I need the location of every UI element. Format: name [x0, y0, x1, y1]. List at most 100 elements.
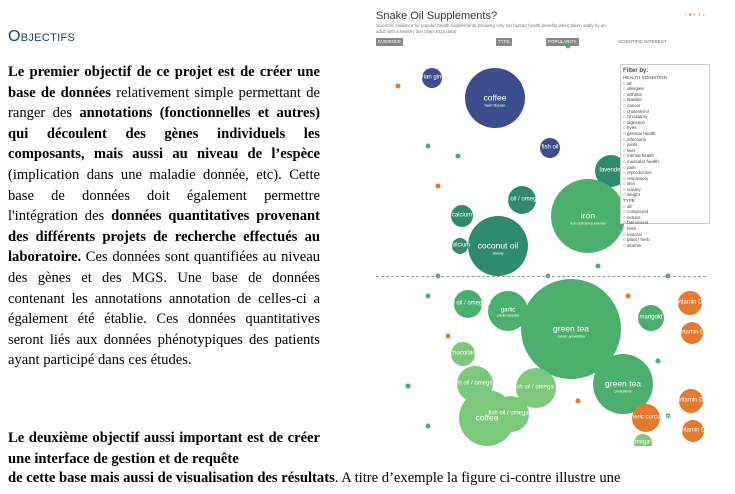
supplement-bubble[interactable] — [679, 389, 703, 413]
supplement-bubble[interactable] — [488, 291, 528, 331]
supplement-bubble[interactable] — [468, 216, 528, 276]
paragraph-2-continued: de cette base mais aussi de visualisatio… — [8, 468, 730, 489]
tab-popularity[interactable]: POPULARITY — [546, 38, 579, 46]
supplement-bubble[interactable] — [451, 205, 473, 227]
supplement-bubble[interactable] — [540, 138, 560, 158]
supplement-bubble-label: green tea — [553, 323, 589, 334]
minor-supplement-dot[interactable] — [625, 293, 631, 299]
supplement-bubble-label: calcium — [449, 242, 471, 249]
supplement-bubble-label: fish oil / omega 3 — [513, 384, 559, 391]
supplement-bubble[interactable] — [516, 368, 556, 408]
supplement-bubble-label: coffee — [475, 412, 499, 423]
filter-option[interactable]: ○ general health — [623, 130, 656, 136]
filter-panel[interactable]: Filter by: HEALTH CONDITION ○ all ○ allergi… — [620, 64, 710, 248]
supplement-bubble-label: fish oil / omega 3 — [445, 300, 491, 307]
supplement-bubble[interactable] — [595, 155, 627, 187]
supplement-bubble-sublabel: iron deficiency anemia — [570, 221, 606, 226]
supplement-bubble-label: green tea — [605, 378, 641, 389]
filter-option[interactable]: ○ vitamin — [623, 242, 642, 248]
tab-type[interactable]: TYPE — [496, 38, 512, 46]
supplement-bubble-label: Siberian ginseng — [409, 74, 455, 81]
filter-option[interactable]: ○ weight — [623, 192, 640, 198]
filter-option[interactable]: ○ digestion — [623, 119, 645, 125]
minor-supplement-dot[interactable] — [595, 263, 601, 269]
supplement-bubble[interactable] — [422, 68, 442, 88]
supplement-bubble-label: lavender — [599, 167, 623, 174]
minor-supplement-dot[interactable] — [565, 43, 571, 49]
filter-option[interactable]: ○ respiratory — [623, 175, 649, 181]
filter-option[interactable]: ○ pain — [623, 164, 636, 170]
filter-option[interactable]: ○ all — [623, 80, 632, 86]
minor-supplement-dot[interactable] — [395, 83, 401, 89]
minor-supplement-dot[interactable] — [655, 358, 661, 364]
supplement-bubble[interactable] — [521, 279, 621, 379]
supplement-bubble[interactable] — [678, 291, 702, 315]
minor-supplement-dot[interactable] — [445, 333, 451, 339]
supplement-bubble-label: fish oil / omega 3 — [499, 196, 545, 203]
minor-supplement-dot[interactable] — [425, 143, 431, 149]
minor-supplement-dot[interactable] — [405, 383, 411, 389]
minor-supplement-dot[interactable] — [425, 423, 431, 429]
tab-scientific-interest[interactable]: SCIENTIFIC INTEREST — [618, 39, 667, 44]
p2-run-0: Le deuxième objectif aussi important est… — [8, 430, 320, 467]
filter-option[interactable]: ○ liver — [623, 147, 636, 153]
supplement-bubble[interactable] — [451, 342, 475, 366]
minor-supplement-dot[interactable] — [435, 183, 441, 189]
filter-option[interactable]: ○ skin — [623, 181, 635, 187]
filter-option[interactable]: ○ plant / herb — [623, 237, 650, 243]
supplement-bubble-sublabel: cardiovascular — [496, 313, 520, 318]
filter-option[interactable]: ○ cholesterol — [623, 108, 649, 114]
supplement-bubble-sublabel: cholesterol — [614, 389, 632, 394]
supplement-bubble[interactable] — [593, 354, 653, 414]
figure-subtitle: Scientific evidence for popular health s… — [376, 23, 606, 34]
filter-option[interactable]: ○ mental health — [623, 153, 654, 159]
supplement-bubble[interactable] — [452, 238, 468, 254]
filter-option[interactable]: ○ all — [623, 203, 632, 209]
supplement-bubble[interactable] — [465, 68, 525, 128]
filter-option[interactable]: ○ compound — [623, 209, 648, 215]
supplement-bubble[interactable] — [454, 290, 482, 318]
supplement-bubble-sublabel: cancer prevention — [557, 334, 585, 339]
filter-option[interactable]: ○ herb — [623, 226, 636, 232]
filter-option[interactable]: ○ muscular health — [623, 158, 659, 164]
supplement-bubble[interactable] — [681, 322, 703, 344]
filter-option[interactable]: ○ arthritis — [623, 91, 642, 97]
supplement-bubble-label: garlic — [500, 307, 516, 314]
filter-option[interactable]: ○ circulatory — [623, 114, 648, 120]
filter-option[interactable]: ○ extract — [623, 214, 641, 220]
supplement-bubble-label: turmeric curcumin — [622, 414, 670, 421]
supplement-bubble-label: vitamin D — [679, 329, 705, 336]
filter-option[interactable]: ○ bladder — [623, 97, 642, 103]
minor-supplement-dot[interactable] — [665, 413, 671, 419]
filter-option[interactable]: ○ infections — [623, 136, 646, 142]
supplement-bubble[interactable] — [638, 305, 664, 331]
p1-run-3: (implication dans une maladie donnée, et… — [8, 166, 320, 225]
filter-option[interactable]: ○ urinary — [623, 186, 641, 192]
tab-evidence[interactable]: EVIDENCE — [376, 38, 404, 46]
supplement-bubble-label: calcium — [451, 212, 473, 219]
minor-supplement-dot[interactable] — [455, 153, 461, 159]
filter-option[interactable]: TYPE — [623, 198, 635, 204]
supplement-bubble[interactable] — [551, 179, 625, 253]
supplement-bubble[interactable] — [508, 186, 536, 214]
figure-title: Snake Oil Supplements? — [376, 10, 498, 22]
filter-option[interactable]: ○ allergies — [623, 86, 644, 92]
supplement-bubble[interactable] — [493, 396, 529, 432]
paragraph-1: Le premier objectif de ce projet est de … — [8, 62, 320, 371]
filter-option[interactable]: ○ cancer — [623, 102, 641, 108]
filter-option[interactable]: ○ mineral — [623, 231, 642, 237]
filter-option[interactable]: ○ eyes — [623, 125, 637, 131]
supplement-bubble-sublabel: obesity — [492, 251, 504, 256]
supplement-bubble[interactable] — [634, 434, 652, 446]
minor-supplement-dot[interactable] — [575, 398, 581, 404]
filter-option[interactable]: ○ reproductive — [623, 170, 652, 176]
filter-option[interactable]: ○ fat/mineral — [623, 220, 648, 226]
supplement-bubble-label: fish oil / omega 3 — [488, 410, 534, 417]
filter-option[interactable]: HEALTH CONDITION — [623, 75, 667, 80]
p2b-run-1: . A titre d’exemple la figure ci-contre … — [334, 470, 621, 486]
minor-supplement-dot[interactable] — [425, 293, 431, 299]
figure-tab-bar: EVIDENCE TYPE POPULARITY SCIENTIFIC INTE… — [376, 38, 706, 48]
supplement-bubble[interactable] — [632, 404, 660, 432]
filter-option[interactable]: ○ joints — [623, 142, 638, 148]
supplement-bubble[interactable] — [682, 420, 704, 442]
